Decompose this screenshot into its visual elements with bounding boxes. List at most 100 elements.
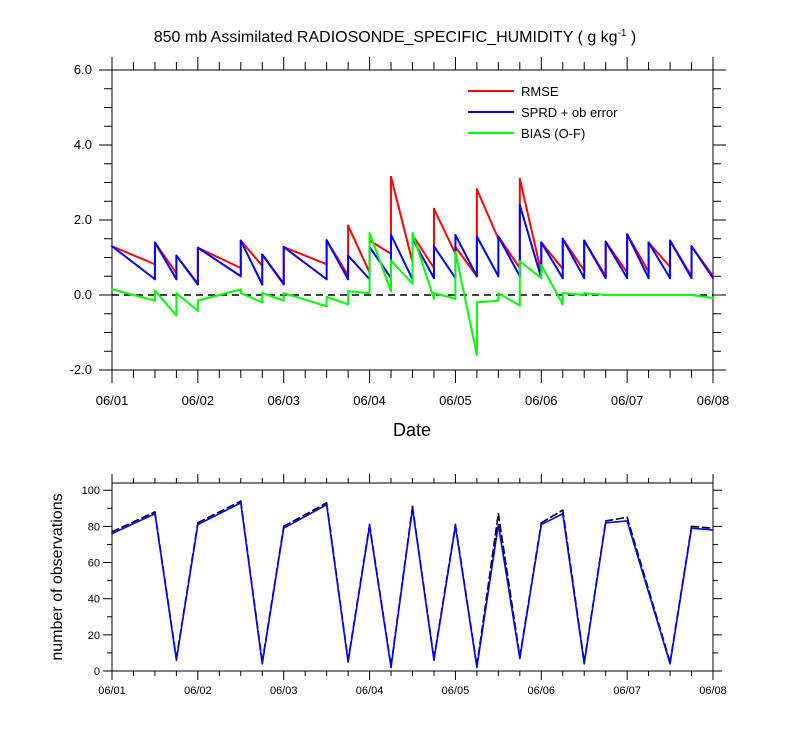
series-segment (411, 232, 435, 300)
series-segment (518, 177, 543, 274)
series-segment (196, 288, 242, 302)
y-tick-label: 2.0 (74, 212, 92, 227)
y-tick-label: 6.0 (74, 62, 92, 77)
series-segment (561, 512, 586, 665)
legend-bias-label: BIAS (O-F) (521, 126, 585, 141)
y-tick-label: 0.0 (74, 287, 92, 302)
x-tick-label: 06/05 (439, 393, 472, 408)
series-segment (153, 241, 178, 281)
x-tick-label: 06/03 (267, 393, 300, 408)
series-segment (454, 250, 478, 356)
series-segment (325, 503, 349, 663)
series-segment (411, 507, 435, 661)
x-tick-label: 06/01 (96, 393, 129, 408)
series-segment (432, 245, 457, 280)
series-segment (282, 246, 328, 266)
top-legend: RMSE SPRD + ob error BIAS (O-F) (468, 84, 618, 141)
series-segment (604, 516, 628, 522)
series-segment (368, 525, 392, 669)
series-segment (175, 292, 199, 312)
series-segment (476, 523, 500, 669)
series-segment (239, 292, 264, 304)
y-tick-label: 100 (82, 485, 100, 497)
series-segment (282, 292, 328, 308)
series-segment (111, 245, 156, 281)
series-segment (583, 239, 607, 280)
series-segment (111, 512, 156, 535)
bottom-ylabel: number of observations (49, 493, 66, 660)
series-observations-assimilated (111, 502, 714, 669)
series-segment (111, 288, 156, 302)
x-tick-label: 06/05 (442, 685, 470, 697)
series-segment (497, 292, 521, 307)
series-segment (261, 292, 285, 302)
series-observations-possible (111, 500, 714, 667)
series-segment (647, 241, 672, 280)
series-segment (475, 235, 500, 278)
series-segment (626, 520, 671, 665)
legend-rmse-label: RMSE (521, 84, 559, 99)
x-tick-label: 06/04 (353, 393, 386, 408)
series-segment (261, 253, 285, 285)
y-tick-label: 60 (88, 558, 100, 570)
series-segment (497, 235, 521, 278)
series-segment (347, 525, 371, 663)
series-segment (261, 527, 285, 665)
y-tick-label: 20 (88, 630, 100, 642)
series-segment (540, 264, 564, 306)
top-chart: 850 mb Assimilated RADIOSONDE_SPECIFIC_H… (70, 28, 730, 440)
series-segment (454, 234, 478, 278)
series-segment (239, 502, 264, 665)
series-segment (196, 246, 242, 278)
x-tick-label: 06/07 (611, 393, 644, 408)
series-segment (433, 525, 457, 661)
series-segment (518, 204, 543, 280)
top-xlabel: Date (393, 420, 431, 440)
series-segment (390, 175, 414, 263)
series-segment (604, 520, 628, 524)
series-segment (454, 525, 478, 669)
series-segment (690, 245, 714, 280)
bottom-chart: 0 20 40 60 80 100 06/01 06/02 06/03 06/04 06/05 06… (49, 474, 727, 697)
series-segment (669, 239, 693, 280)
series-segment (390, 507, 414, 669)
series-segment (175, 254, 199, 286)
series-segment (197, 500, 242, 524)
x-tick-label: 06/08 (697, 393, 730, 408)
series-segment (196, 246, 242, 269)
legend-sprd-label: SPRD + ob error (521, 105, 618, 120)
y-tick-label: 40 (88, 594, 100, 606)
top-plot-frame (111, 69, 714, 371)
x-tick-label: 06/03 (270, 685, 298, 697)
series-segment (540, 241, 564, 280)
series-segment (197, 502, 242, 526)
series-segment (626, 233, 650, 280)
x-tick-label: 06/04 (356, 685, 384, 697)
series-segment (540, 512, 564, 526)
x-tick-label: 06/02 (182, 393, 215, 408)
series-segment (583, 292, 607, 296)
y-tick-label: -2.0 (70, 362, 92, 377)
series-segment (690, 294, 714, 299)
series-bias-o-f (111, 232, 714, 356)
series-segment (497, 523, 521, 660)
x-tick-label: 06/06 (525, 393, 558, 408)
y-tick-label: 4.0 (74, 137, 92, 152)
series-segment (347, 254, 371, 281)
series-segment (583, 521, 607, 665)
series-segment (390, 234, 414, 281)
series-segment (282, 503, 328, 529)
series-segment (347, 290, 371, 295)
series-segment (154, 512, 178, 661)
series-segment (325, 239, 350, 281)
series-segment (432, 292, 457, 300)
x-tick-label: 06/07 (613, 685, 641, 697)
series-segment (432, 207, 457, 255)
series-segment (561, 237, 586, 280)
series-segment (690, 525, 714, 529)
y-tick-label: 80 (88, 521, 100, 533)
x-tick-label: 06/02 (184, 685, 212, 697)
series-segment (561, 292, 586, 296)
series-segment (540, 509, 564, 524)
